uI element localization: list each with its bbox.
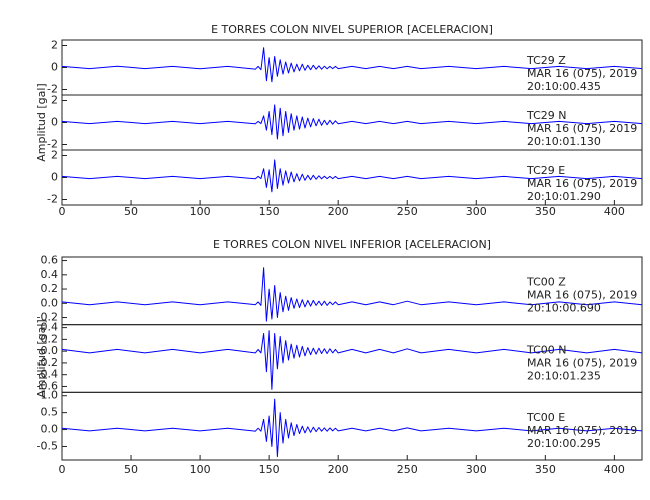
waveform — [61, 47, 643, 83]
trace-label: TC00 N — [526, 343, 566, 356]
y-tick-label: -2 — [47, 83, 58, 96]
y-tick-label: 0.4 — [41, 268, 59, 281]
y-tick-label: -2 — [47, 138, 58, 151]
trace-label: 20:10:01.130 — [527, 135, 601, 148]
x-tick-label: 250 — [397, 463, 418, 476]
x-tick-label: 0 — [59, 205, 66, 218]
x-tick-label: 350 — [535, 463, 556, 476]
trace-label: 20:10:00.690 — [527, 302, 601, 315]
y-tick-label: 0.2 — [41, 282, 59, 295]
x-tick-label: 100 — [190, 463, 211, 476]
y-tick-label: 0.4 — [41, 321, 59, 334]
trace-label: MAR 16 (075), 2019 — [527, 424, 637, 437]
x-tick-label: 200 — [328, 205, 349, 218]
trace-label: TC00 E — [526, 411, 565, 424]
trace-label: 20:10:01.235 — [527, 369, 601, 382]
x-tick-label: 100 — [190, 205, 211, 218]
y-tick-label: 2 — [51, 39, 58, 52]
y-tick-label: 0.2 — [41, 332, 59, 345]
trace-label: TC00 Z — [526, 276, 566, 289]
y-tick-label: 0 — [51, 171, 58, 184]
trace-label: MAR 16 (075), 2019 — [527, 122, 637, 135]
y-tick-label: 0.5 — [41, 406, 59, 419]
y-tick-label: 0.0 — [41, 296, 59, 309]
waveform — [61, 267, 643, 322]
y-tick-label: -0.2 — [37, 311, 58, 324]
trace-label: MAR 16 (075), 2019 — [527, 289, 637, 302]
y-axis-label: Amplitud [gal] — [35, 319, 48, 397]
y-tick-label: 0.6 — [41, 254, 59, 267]
waveform — [61, 330, 643, 390]
trace-label: TC29 N — [526, 109, 566, 122]
chart-title: E TORRES COLON NIVEL SUPERIOR [ACELERACI… — [211, 23, 493, 36]
y-tick-label: -0.5 — [37, 439, 58, 452]
y-tick-label: 2 — [51, 149, 58, 162]
y-tick-label: 0.0 — [41, 423, 59, 436]
trace-label: TC29 Z — [526, 54, 566, 67]
y-tick-label: -2 — [47, 193, 58, 206]
y-tick-label: -0.2 — [37, 356, 58, 369]
y-axis-label: Amplitud [gal] — [35, 83, 48, 161]
waveform — [61, 398, 643, 458]
trace-label: 20:10:01.290 — [527, 190, 601, 203]
x-tick-label: 50 — [124, 463, 138, 476]
waveform — [61, 159, 643, 193]
trace-label: TC29 E — [526, 164, 565, 177]
x-tick-label: 300 — [466, 463, 487, 476]
x-tick-label: 350 — [535, 205, 556, 218]
x-tick-label: 150 — [259, 463, 280, 476]
y-tick-label: -0.6 — [37, 379, 58, 392]
x-tick-label: 400 — [604, 463, 625, 476]
x-tick-label: 150 — [259, 205, 280, 218]
panel-frame — [61, 391, 643, 461]
trace-label: 20:10:00.295 — [527, 437, 601, 450]
trace-label: MAR 16 (075), 2019 — [527, 67, 637, 80]
chart-title: E TORRES COLON NIVEL INFERIOR [ACELERACI… — [213, 238, 491, 251]
y-tick-label: 0.0 — [41, 344, 59, 357]
y-tick-label: 0 — [51, 61, 58, 74]
x-tick-label: 200 — [328, 463, 349, 476]
y-tick-label: 0 — [51, 116, 58, 129]
x-tick-label: 300 — [466, 205, 487, 218]
x-tick-label: 250 — [397, 205, 418, 218]
y-tick-label: 1.0 — [41, 389, 59, 402]
x-tick-label: 400 — [604, 205, 625, 218]
x-tick-label: 0 — [59, 463, 66, 476]
trace-label: 20:10:00.435 — [527, 80, 601, 93]
x-tick-label: 50 — [124, 205, 138, 218]
y-tick-label: -0.4 — [37, 368, 58, 381]
y-tick-label: 2 — [51, 94, 58, 107]
waveform — [61, 104, 643, 140]
trace-label: MAR 16 (075), 2019 — [527, 177, 637, 190]
trace-label: MAR 16 (075), 2019 — [527, 356, 637, 369]
